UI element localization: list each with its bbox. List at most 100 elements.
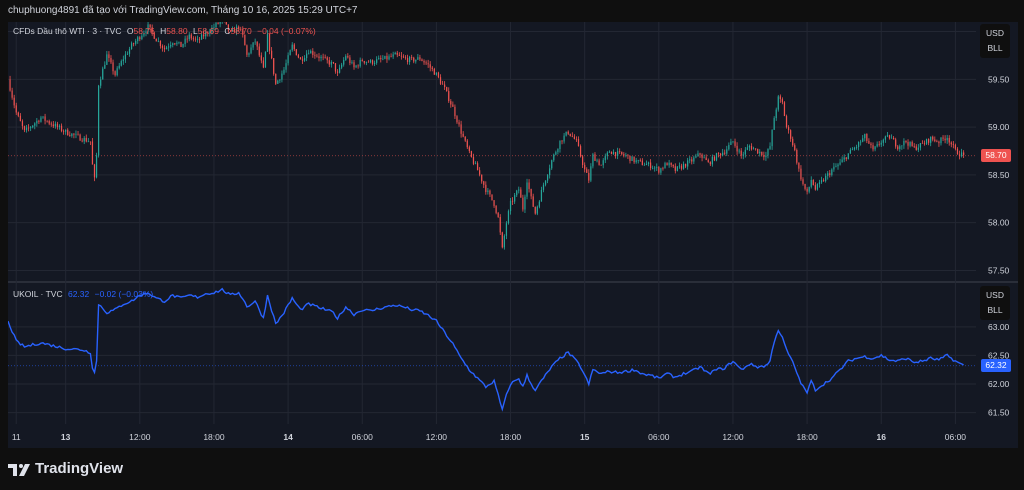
candle-body	[330, 61, 332, 65]
wti-low-label: L	[192, 26, 198, 36]
candle-body	[505, 223, 508, 236]
tradingview-brand[interactable]: TradingView	[35, 460, 124, 477]
candle-body	[192, 38, 194, 40]
wti-unit-button[interactable]: USD BLL	[980, 24, 1010, 58]
candle-body	[509, 200, 512, 212]
candle-body	[794, 145, 796, 150]
candle-body	[106, 54, 108, 65]
ukoil-unit-button[interactable]: USD BLL	[980, 286, 1010, 320]
candle-body	[909, 141, 911, 146]
wti-legend[interactable]: CFDs Dầu thô WTI · 3 · TVC O58.76 H58.80…	[13, 26, 319, 36]
candle-body	[398, 54, 400, 56]
candle-body	[499, 217, 501, 233]
candle-body	[225, 22, 227, 25]
candle-body	[511, 200, 514, 202]
candle-body	[664, 163, 666, 169]
candle-body	[907, 142, 909, 146]
candle-body	[343, 60, 345, 65]
candle-body	[289, 50, 291, 56]
tradingview-logo-icon[interactable]	[8, 462, 32, 478]
x-tick-label: 12:00	[722, 432, 744, 442]
candle-body	[579, 146, 582, 157]
candle-body	[448, 91, 450, 102]
y-tick-label: 58.00	[988, 218, 1010, 228]
candle-body	[60, 125, 63, 131]
candle-body	[614, 151, 617, 156]
candle-body	[623, 154, 625, 156]
candle-body	[901, 145, 903, 147]
candle-body	[98, 85, 100, 156]
candle-body	[341, 64, 343, 68]
candle-body	[936, 141, 938, 142]
ukoil-last-price-tag: 62.32	[981, 359, 1011, 373]
candle-body	[752, 148, 755, 150]
candle-body	[380, 58, 382, 60]
chart-frame[interactable]: 11 13 12:00 18:00 14 06:00 12:00 18:00 15 06:00 12…	[8, 22, 1018, 448]
candle-body	[870, 143, 872, 146]
candle-body	[643, 165, 646, 166]
candle-body	[594, 154, 596, 161]
candle-body	[641, 160, 643, 166]
candle-body	[404, 57, 407, 59]
candle-body	[639, 159, 641, 161]
candle-body	[93, 164, 96, 178]
candle-body	[118, 65, 120, 69]
candle-body	[479, 170, 481, 175]
candle-body	[139, 37, 141, 40]
candle-body	[21, 121, 24, 127]
candle-body	[83, 137, 85, 142]
candle-body	[742, 154, 744, 156]
candle-body	[705, 157, 707, 161]
candle-body	[367, 61, 370, 63]
candle-body	[464, 136, 466, 141]
candle-body	[454, 106, 456, 117]
candle-body	[40, 117, 42, 122]
candle-body	[569, 133, 571, 136]
candle-body	[415, 59, 417, 62]
candle-body	[425, 62, 427, 64]
candle-body	[684, 163, 687, 167]
candle-body	[804, 183, 806, 189]
x-tick-label: 12:00	[129, 432, 151, 442]
candle-body	[637, 159, 639, 161]
candle-body	[680, 165, 683, 169]
candle-body	[419, 57, 421, 60]
wti-symbol[interactable]: CFDs Dầu thô WTI · 3 · TVC	[13, 26, 122, 36]
candle-body	[829, 173, 831, 175]
chart-canvas[interactable]: 11 13 12:00 18:00 14 06:00 12:00 18:00 15 06:00 12…	[8, 22, 1018, 448]
ukoil-symbol[interactable]: UKOIL · TVC	[13, 289, 63, 299]
candle-body	[559, 140, 561, 150]
candle-body	[660, 168, 662, 173]
candle-body	[703, 157, 705, 159]
candle-body	[878, 144, 880, 145]
candle-body	[217, 22, 219, 24]
candle-body	[108, 54, 110, 59]
candle-body	[213, 27, 215, 28]
wti-unit-volume: BLL	[987, 43, 1003, 53]
candle-body	[600, 164, 602, 166]
candle-body	[911, 141, 913, 147]
wti-low: 58.69	[197, 26, 219, 36]
candle-body	[295, 49, 297, 56]
candle-body	[524, 196, 526, 210]
header-bar: chuphuong4891 đã tạo với TradingView.com…	[0, 0, 1024, 22]
candle-body	[491, 194, 493, 201]
candle-body	[619, 151, 621, 152]
candle-body	[855, 146, 858, 148]
candle-body	[254, 41, 256, 43]
candle-body	[546, 175, 549, 181]
candle-body	[268, 33, 271, 51]
ukoil-legend[interactable]: UKOIL · TVC 62.32 −0.02 (−0.03%)	[13, 289, 156, 299]
candle-body	[755, 148, 757, 150]
candle-body	[203, 34, 205, 37]
candle-body	[153, 32, 155, 39]
candle-body	[796, 149, 798, 163]
candle-body	[188, 34, 190, 40]
ukoil-change: −0.02 (−0.03%)	[94, 289, 154, 299]
candle-body	[110, 58, 112, 63]
candle-body	[888, 135, 891, 139]
candle-body	[50, 123, 52, 125]
wti-last-price-tag: 58.70	[981, 149, 1011, 163]
candle-body	[396, 52, 398, 55]
x-tick-label: 18:00	[796, 432, 818, 442]
